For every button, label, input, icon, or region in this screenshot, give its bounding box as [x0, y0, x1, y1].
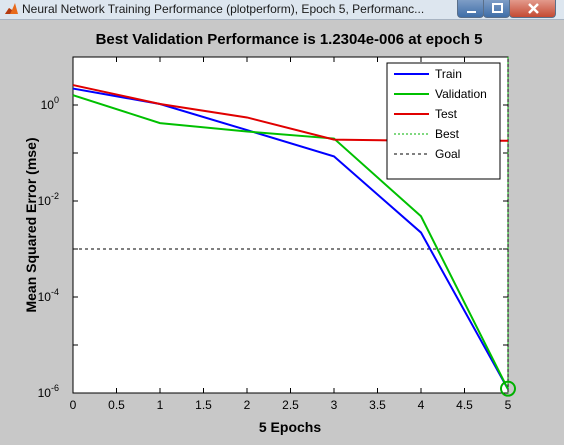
legend-label: Best: [435, 127, 460, 141]
minimize-icon: [467, 11, 476, 13]
x-tick-label: 3.5: [369, 398, 386, 412]
y-axis-label: Mean Squared Error (mse): [23, 137, 39, 312]
minimize-button[interactable]: [457, 0, 484, 18]
y-tick-label: 100: [41, 95, 59, 112]
x-tick-label: 1: [157, 398, 164, 412]
y-tick-label: 10-6: [38, 383, 59, 400]
y-tick-label: 10-4: [38, 287, 59, 304]
legend: Train Validation Test Best Goal: [386, 62, 501, 180]
x-tick-label: 1.5: [195, 398, 212, 412]
best-marker: [500, 380, 516, 397]
close-icon: [528, 3, 539, 14]
x-tick-label: 4: [418, 398, 425, 412]
maximize-button[interactable]: [483, 0, 510, 18]
x-tick-label: 5: [505, 398, 512, 412]
legend-box: [386, 62, 501, 180]
legend-label: Validation: [435, 87, 487, 101]
title-bar[interactable]: Neural Network Training Performance (plo…: [0, 0, 564, 20]
legend-label: Goal: [435, 147, 460, 161]
performance-plot: Best Validation Performance is 1.2304e-0…: [23, 31, 516, 435]
matlab-icon: [5, 3, 18, 14]
legend-label: Test: [435, 107, 458, 121]
close-button[interactable]: [509, 0, 556, 18]
x-tick-label: 0.5: [108, 398, 125, 412]
x-tick-label: 2.5: [282, 398, 299, 412]
x-axis-label: 5 Epochs: [259, 419, 321, 435]
x-tick-label: 2: [244, 398, 251, 412]
x-tick-label: 3: [331, 398, 338, 412]
chart-title: Best Validation Performance is 1.2304e-0…: [96, 31, 483, 48]
maximize-icon: [492, 3, 503, 13]
series-validation: [72, 94, 509, 390]
legend-label: Train: [435, 67, 462, 81]
axis-ticks: 0 0.5 1 1.5 2 2.5 3 3.5 4 4.5 5 100 10-2 10-4 10-6: [38, 56, 512, 412]
x-tick-label: 4.5: [456, 398, 473, 412]
x-tick-label: 0: [70, 398, 77, 412]
window-title: Neural Network Training Performance (plo…: [22, 2, 425, 16]
y-tick-label: 10-2: [38, 191, 59, 208]
